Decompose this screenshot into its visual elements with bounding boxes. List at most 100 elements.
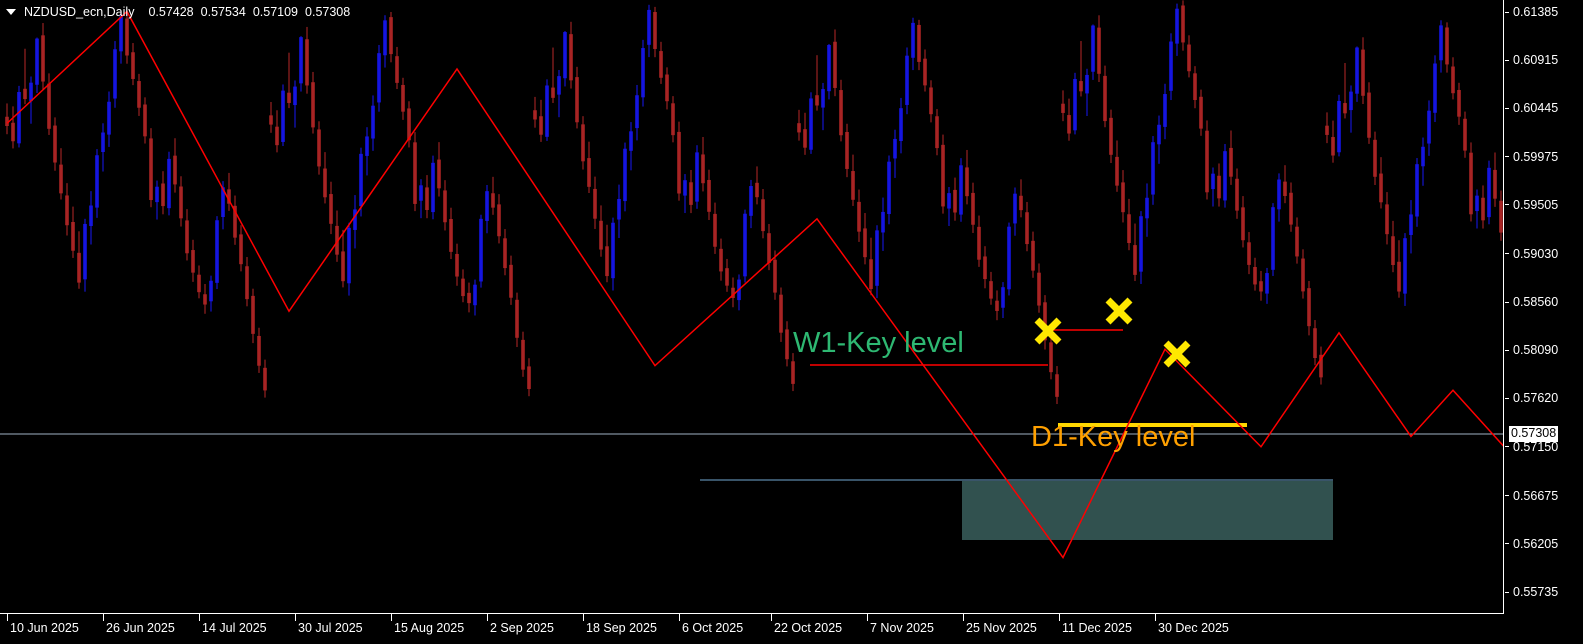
time-tick-mark <box>867 614 868 621</box>
time-tick-label: 10 Jun 2025 <box>10 621 79 635</box>
candle-bearish <box>1181 5 1185 43</box>
candle-bullish <box>1007 226 1011 290</box>
candle-bullish <box>347 227 351 284</box>
candle-bearish <box>317 129 321 167</box>
candle-bearish <box>971 192 975 225</box>
marker-x-icon[interactable] <box>1105 297 1133 325</box>
candle-bearish <box>599 220 603 250</box>
candle-bearish <box>1061 103 1065 113</box>
candle-bullish <box>1073 78 1077 131</box>
candle-bearish <box>521 339 525 370</box>
candle-bullish <box>419 185 423 201</box>
zones-layer <box>962 481 1333 540</box>
price-tick-mark <box>1505 156 1509 158</box>
time-tick-mark <box>199 614 200 621</box>
candle-bullish <box>647 9 651 45</box>
candle-bearish <box>179 186 183 219</box>
candle-bearish <box>227 189 231 204</box>
price-tick-label: 0.58090 <box>1513 343 1559 358</box>
candle-bearish <box>983 256 987 280</box>
candle-bearish <box>1463 118 1467 151</box>
candle-bullish <box>1151 142 1155 195</box>
candle-bearish <box>923 58 927 86</box>
candle-bearish <box>11 122 15 142</box>
candle-bearish <box>401 84 405 112</box>
annotation-w1-key-level: W1-Key level <box>793 327 964 359</box>
candle-bullish <box>1265 273 1269 294</box>
candle-bearish <box>569 34 573 81</box>
triangle-down-icon[interactable] <box>6 9 16 15</box>
candle-bearish <box>1445 27 1449 65</box>
candle-bearish <box>1385 204 1389 235</box>
candle-bearish <box>713 213 717 247</box>
marker-x-icon[interactable] <box>1034 317 1062 345</box>
candle-bearish <box>761 199 765 232</box>
price-tick-mark <box>1505 495 1509 496</box>
price-tick: 0.57150 <box>1505 440 1558 454</box>
time-tick-mark <box>391 614 392 621</box>
symbol-info-bar: NZDUSD_ecn,Daily 0.57428 0.57534 0.57109… <box>0 3 350 21</box>
candle-bearish <box>1031 240 1035 271</box>
candle-bearish <box>287 92 291 103</box>
ohlc-values: 0.57428 0.57534 0.57109 0.57308 <box>148 5 350 19</box>
candle-bearish <box>341 251 345 282</box>
candle-bullish <box>377 53 381 103</box>
candle-bullish <box>1487 167 1491 218</box>
candle-bearish <box>941 144 945 207</box>
candle-bullish <box>611 222 615 279</box>
candle-bearish <box>551 87 555 98</box>
price-scale[interactable]: 0.61385 0.60915 0.60445 0.59975 0.59505 0.590… <box>1505 0 1583 614</box>
candle-bullish <box>17 92 21 144</box>
candle-bearish <box>731 287 735 299</box>
price-tick: 0.57620 <box>1505 391 1558 405</box>
candle-bearish <box>335 225 339 255</box>
price-tick-mark <box>1505 543 1509 545</box>
candle-bearish <box>935 116 939 149</box>
chart-plot-area[interactable]: W1-Key level D1-Key level <box>0 0 1504 614</box>
time-tick-label: 30 Jul 2025 <box>298 621 363 635</box>
time-scale[interactable]: 10 Jun 2025 26 Jun 2025 14 Jul 2025 30 Jul … <box>0 614 1504 644</box>
candle-bearish <box>773 259 777 293</box>
candle-bearish <box>527 366 531 390</box>
candle-bearish <box>467 292 471 304</box>
candle-bearish <box>1253 266 1257 285</box>
candles-layer <box>5 0 1503 405</box>
price-tick: 0.59030 <box>1505 247 1558 261</box>
time-tick-mark <box>679 614 680 621</box>
candle-bearish <box>455 253 459 277</box>
candle-bearish <box>71 221 75 251</box>
candle-bearish <box>1133 245 1137 275</box>
price-tick: 0.59505 <box>1505 198 1558 212</box>
candle-bearish <box>311 82 315 128</box>
candle-bullish <box>1139 216 1143 272</box>
candle-bullish <box>563 32 567 79</box>
candle-bearish <box>275 126 279 146</box>
candle-bearish <box>437 159 441 189</box>
candle-bullish <box>1421 146 1425 167</box>
candle-bearish <box>1055 374 1059 397</box>
candle-bullish <box>89 205 93 227</box>
candle-bearish <box>503 238 507 269</box>
candle-bearish <box>917 24 921 62</box>
candle-bullish <box>557 76 561 95</box>
candle-bearish <box>1097 27 1101 74</box>
marker-x-icon[interactable] <box>1163 340 1191 368</box>
candle-bearish <box>725 268 729 286</box>
demand-zone[interactable] <box>962 481 1333 540</box>
candle-bullish <box>635 95 639 129</box>
time-tick-mark <box>103 614 104 621</box>
time-tick-label: 30 Dec 2025 <box>1158 621 1229 635</box>
candle-bearish <box>137 81 141 108</box>
candle-bullish <box>101 132 105 153</box>
candle-bullish <box>911 22 915 58</box>
candle-bearish <box>839 90 843 136</box>
candle-bearish <box>803 129 807 148</box>
candle-bullish <box>887 161 891 215</box>
time-tick-mark <box>583 614 584 621</box>
price-tick-label: 0.57620 <box>1513 391 1559 406</box>
candle-bearish <box>1193 73 1197 101</box>
candle-bearish <box>1043 302 1047 341</box>
current-price-label: 0.57308 <box>1509 426 1559 442</box>
zigzag-indicator-layer <box>6 10 1503 560</box>
candle-bearish <box>1307 288 1311 327</box>
